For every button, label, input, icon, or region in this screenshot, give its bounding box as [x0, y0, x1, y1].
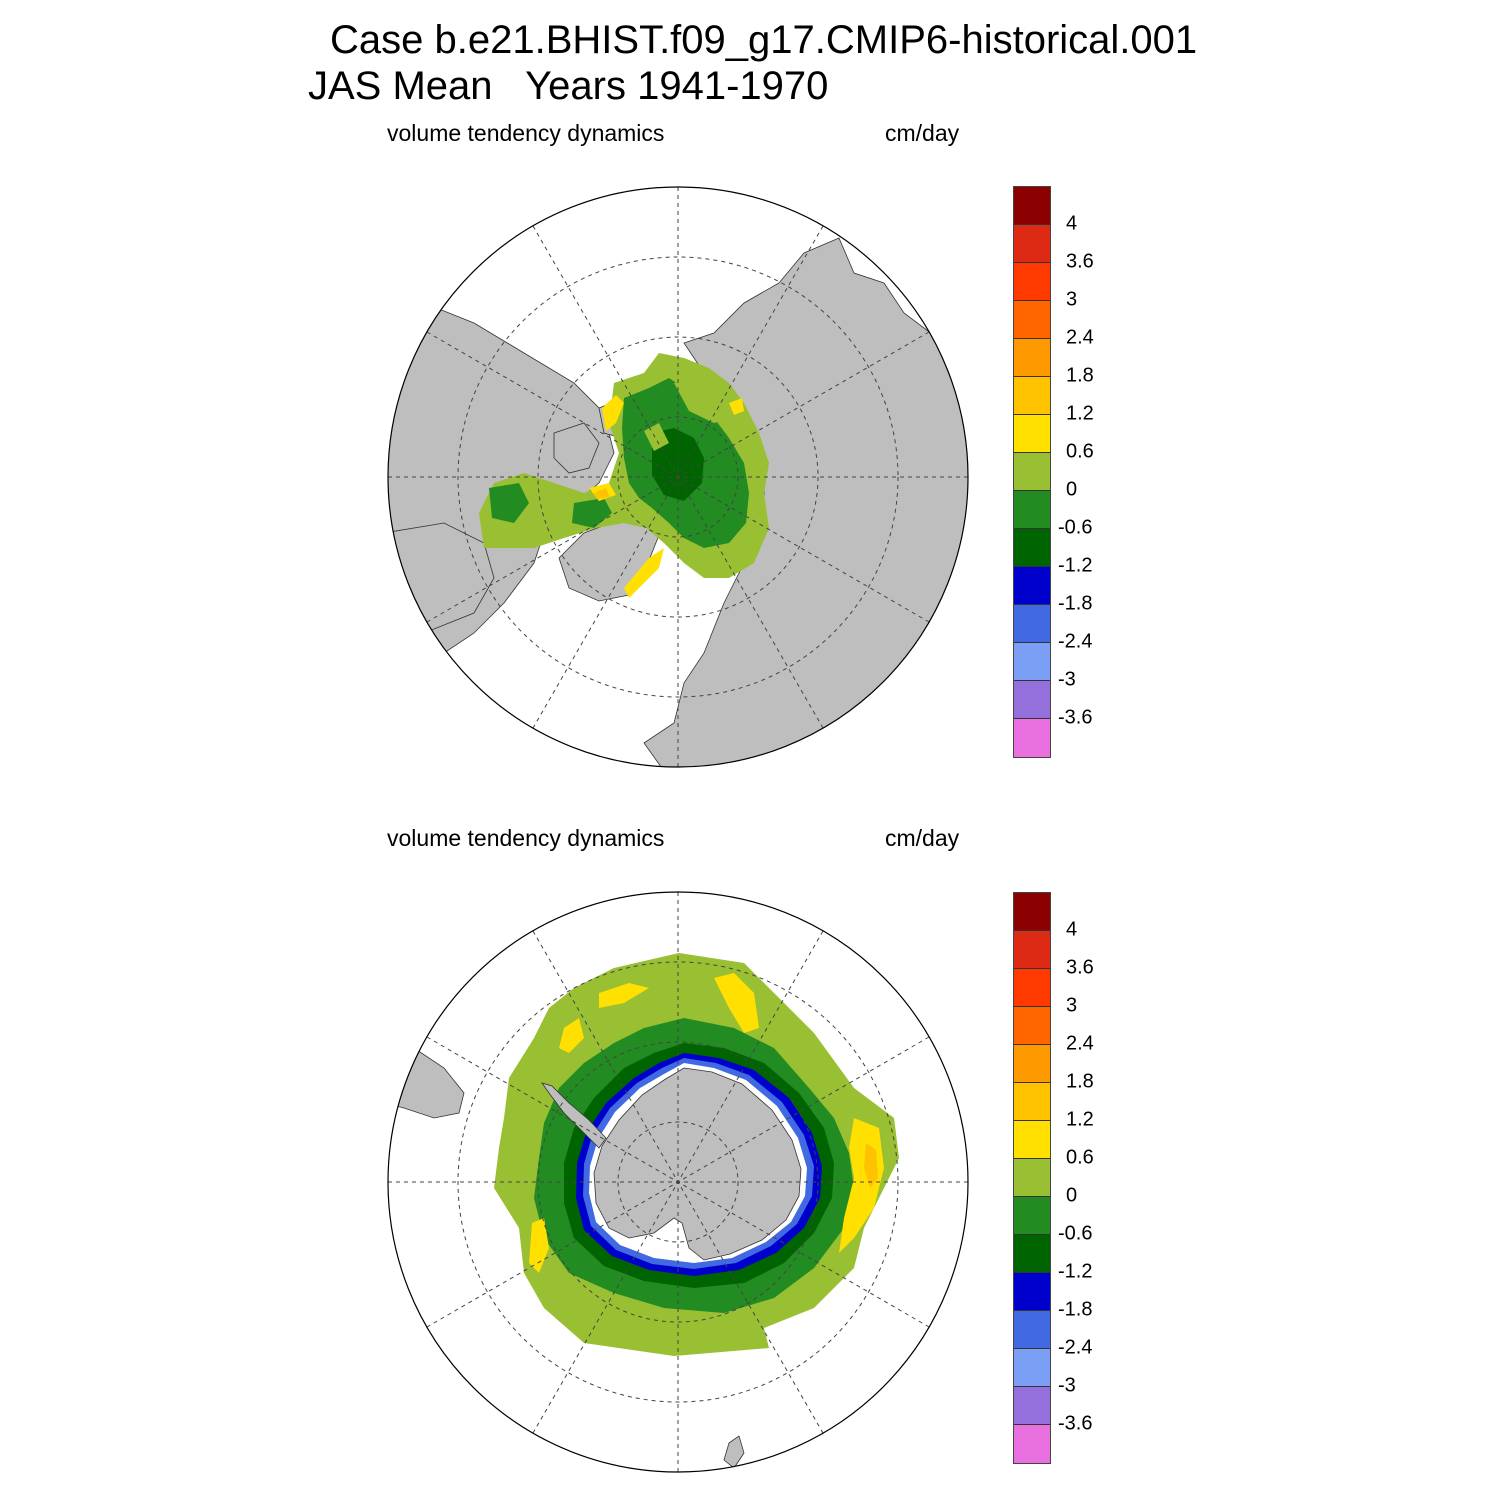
colorbar-swatch: [1014, 1235, 1050, 1273]
colorbar-swatch: [1014, 529, 1050, 567]
colorbar-swatch: [1014, 339, 1050, 377]
colorbar-tick-label: -3.6: [1058, 1412, 1093, 1435]
colorbar-tick-label: 0.6: [1066, 440, 1094, 463]
colorbar-tick-label: -0.6: [1058, 1222, 1093, 1245]
north-map-border: [387, 186, 969, 768]
colorbar-swatch: [1014, 681, 1050, 719]
panel-south-variable-label: volume tendency dynamics: [387, 825, 665, 851]
colorbar-swatch: [1014, 893, 1050, 931]
south-colorbar-segments: [1014, 893, 1050, 1463]
colorbar-swatch: [1014, 1045, 1050, 1083]
south-land-antarctica: [593, 1067, 802, 1261]
south-map-border: [387, 891, 969, 1473]
colorbar-tick-label: 4: [1066, 918, 1078, 941]
colorbar-tick-label: 2.4: [1066, 326, 1094, 349]
colorbar-tick-label: 0.6: [1066, 1146, 1094, 1169]
colorbar-swatch: [1014, 187, 1050, 225]
colorbar-swatch: [1014, 263, 1050, 301]
figure-title-case: Case b.e21.BHIST.f09_g17.CMIP6-historica…: [330, 18, 1198, 62]
colorbar-tick-label: 3.6: [1066, 250, 1094, 273]
colorbar-swatch: [1014, 415, 1050, 453]
south-land-new-zealand: [723, 1435, 745, 1469]
south-graticule: [388, 892, 968, 1472]
colorbar-swatch: [1014, 643, 1050, 681]
colorbar-swatch: [1014, 1387, 1050, 1425]
colorbar-tick-label: 0: [1066, 1184, 1078, 1207]
colorbar-tick-label: 3: [1066, 994, 1078, 1017]
colorbar-swatch: [1014, 931, 1050, 969]
north-field-green: [489, 378, 749, 548]
colorbar-swatch: [1014, 1083, 1050, 1121]
colorbar-swatch: [1014, 719, 1050, 757]
colorbar-swatch: [1014, 225, 1050, 263]
south-field-orange: [864, 1143, 878, 1188]
colorbar-swatch: [1014, 301, 1050, 339]
colorbar-tick-label: -2.4: [1058, 1336, 1093, 1359]
south-polar-map: [387, 891, 969, 1473]
north-field-light-green-inner: [644, 378, 734, 451]
colorbar-swatch: [1014, 1121, 1050, 1159]
colorbar-tick-label: -1.2: [1058, 1260, 1093, 1283]
colorbar-swatch: [1014, 1007, 1050, 1045]
north-polar-map: [387, 186, 969, 768]
south-colorbar: [1013, 892, 1051, 1464]
colorbar-swatch: [1014, 567, 1050, 605]
figure-title-period: JAS Mean Years 1941-1970: [308, 64, 829, 108]
colorbar-tick-label: -0.6: [1058, 516, 1093, 539]
colorbar-tick-label: 0: [1066, 478, 1078, 501]
colorbar-tick-label: 3: [1066, 288, 1078, 311]
colorbar-tick-label: -2.4: [1058, 630, 1093, 653]
colorbar-tick-label: -3: [1058, 668, 1076, 691]
north-field-dark-green: [652, 428, 704, 501]
colorbar-swatch: [1014, 1311, 1050, 1349]
colorbar-swatch: [1014, 1197, 1050, 1235]
north-field-yellow: [589, 395, 744, 598]
colorbar-tick-label: 1.8: [1066, 364, 1094, 387]
south-land-antarctic-peninsula: [541, 1082, 607, 1149]
colorbar-swatch: [1014, 1349, 1050, 1387]
north-graticule: [388, 187, 968, 767]
colorbar-tick-label: 1.8: [1066, 1070, 1094, 1093]
colorbar-swatch: [1014, 605, 1050, 643]
colorbar-tick-label: -1.8: [1058, 1298, 1093, 1321]
colorbar-swatch: [1014, 1273, 1050, 1311]
south-field-yellow: [529, 973, 884, 1273]
colorbar-tick-label: 3.6: [1066, 956, 1094, 979]
colorbar-tick-label: 4: [1066, 212, 1078, 235]
panel-north-units-label: cm/day: [885, 120, 960, 146]
colorbar-tick-label: -1.8: [1058, 592, 1093, 615]
north-colorbar: [1013, 186, 1051, 758]
colorbar-tick-label: -3: [1058, 1374, 1076, 1397]
north-colorbar-segments: [1014, 187, 1050, 757]
panel-south-units-label: cm/day: [885, 825, 960, 851]
colorbar-swatch: [1014, 491, 1050, 529]
colorbar-swatch: [1014, 969, 1050, 1007]
colorbar-tick-label: 1.2: [1066, 1108, 1094, 1131]
colorbar-tick-label: -3.6: [1058, 706, 1093, 729]
colorbar-tick-label: -1.2: [1058, 554, 1093, 577]
panel-north-variable-label: volume tendency dynamics: [387, 120, 665, 146]
north-field-orange: [594, 488, 610, 499]
colorbar-swatch: [1014, 1425, 1050, 1463]
colorbar-tick-label: 1.2: [1066, 402, 1094, 425]
colorbar-swatch: [1014, 453, 1050, 491]
colorbar-swatch: [1014, 1159, 1050, 1197]
colorbar-swatch: [1014, 377, 1050, 415]
colorbar-tick-label: 2.4: [1066, 1032, 1094, 1055]
